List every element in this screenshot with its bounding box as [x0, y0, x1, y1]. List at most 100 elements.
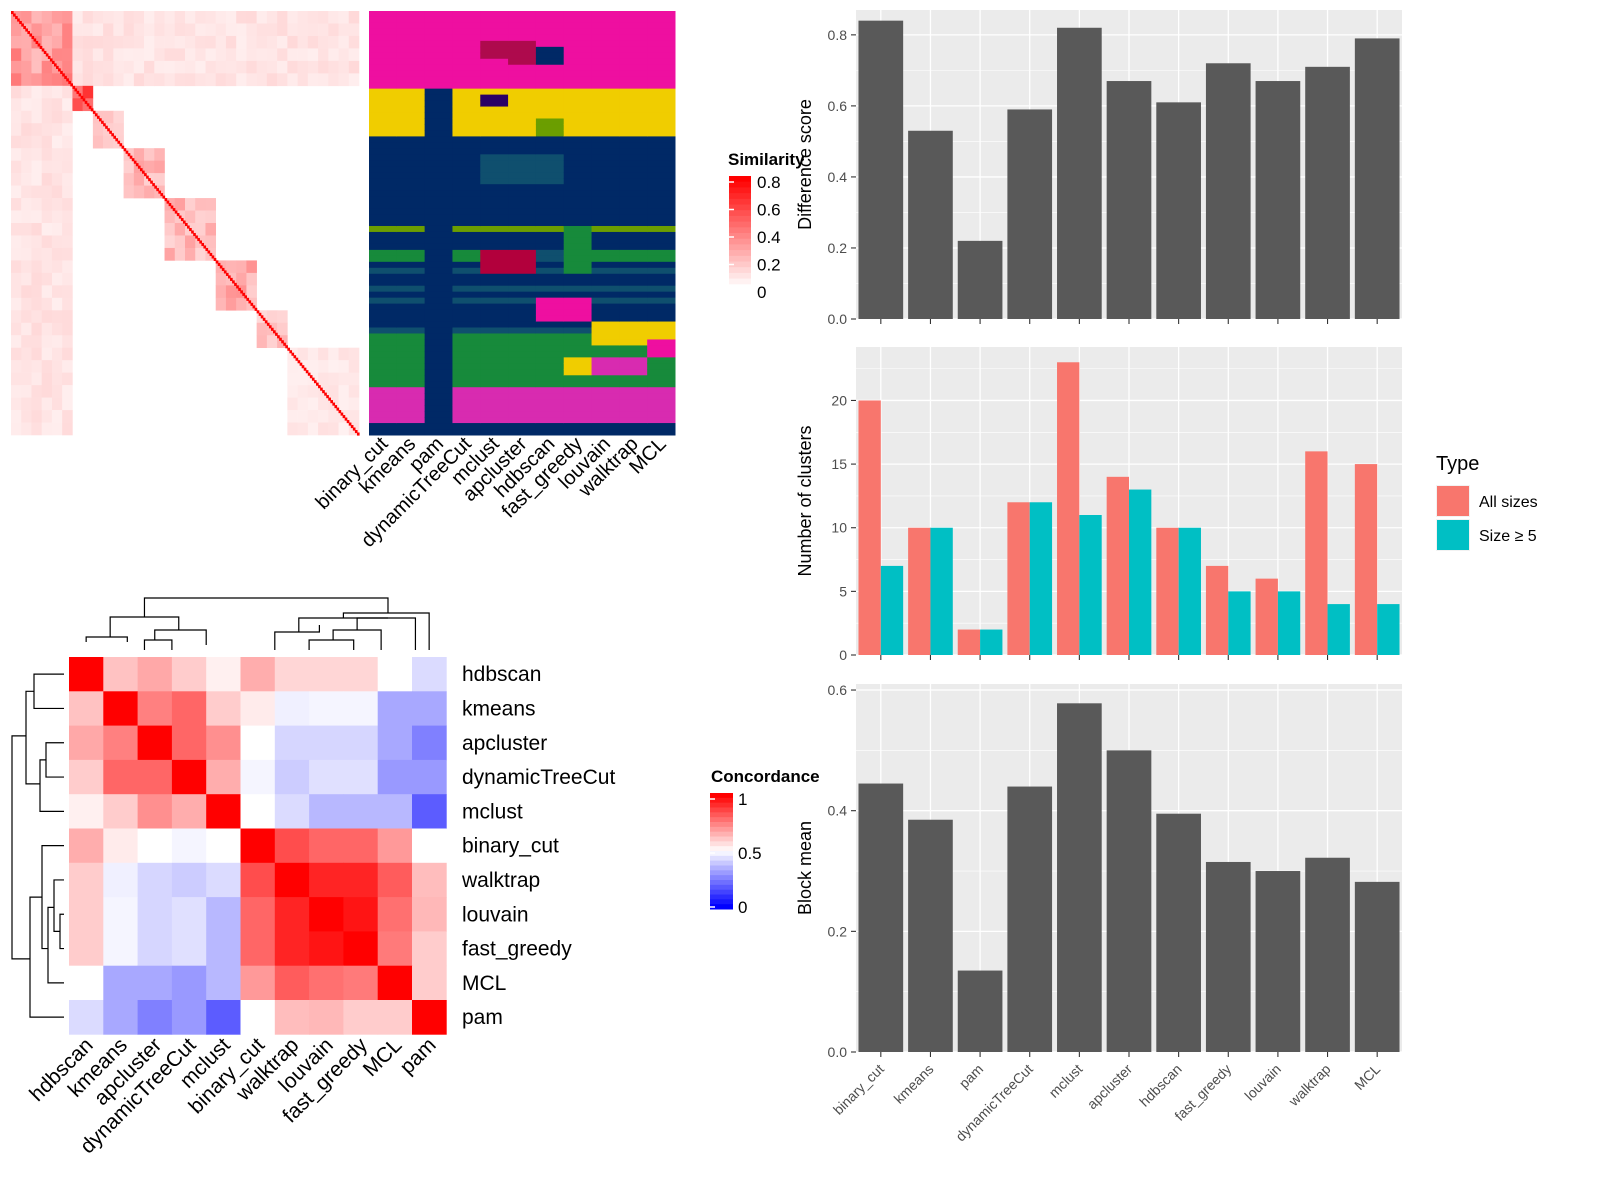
cluster-cell [369, 94, 398, 102]
similarity-diagonal-cell [311, 377, 315, 381]
cluster-cell [563, 405, 593, 412]
similarity-diagonal-cell [201, 242, 205, 247]
similarity-legend-swatch [729, 255, 751, 262]
similarity-cell [62, 422, 73, 436]
concordance-cell [412, 691, 447, 726]
similarity-diagonal-cell [207, 250, 211, 254]
similarity-cell [318, 11, 329, 24]
similarity-cell [51, 123, 63, 137]
cluster-cell [563, 303, 593, 311]
cluster-cell [563, 196, 593, 203]
cluster-cell [508, 369, 537, 376]
cluster-cell [480, 112, 509, 119]
cluster-cell [563, 345, 593, 352]
cluster-cell [508, 178, 537, 185]
cluster-cell [508, 136, 537, 143]
similarity-cell [41, 360, 53, 373]
cluster-cell [508, 142, 537, 149]
cluster-cell [508, 267, 537, 275]
cluster-cell [619, 261, 648, 269]
cluster-cell [452, 154, 481, 161]
similarity-cell [287, 60, 298, 74]
cluster-cell [591, 255, 620, 263]
similarity-cell [31, 297, 43, 311]
cluster-cell [591, 327, 620, 334]
cluster-cell [647, 94, 676, 102]
cluster-cell [508, 100, 537, 108]
similarity-cell [185, 210, 196, 224]
similarity-cell [62, 98, 73, 112]
similarity-cell [277, 322, 288, 336]
type-legend-key [1437, 486, 1469, 516]
similarity-diagonal-cell [127, 153, 131, 157]
similarity-cell [195, 210, 206, 224]
concordance-cell [171, 657, 207, 692]
cluster-cell [452, 40, 481, 48]
cluster-cell [591, 309, 620, 317]
similarity-cell [21, 335, 32, 349]
cluster-cell [563, 327, 593, 334]
concordance-legend-swatch [710, 817, 733, 823]
similarity-diagonal-cell [191, 230, 194, 234]
cluster-cell [424, 16, 453, 24]
cluster-cell [480, 196, 509, 203]
similarity-cell [51, 272, 63, 286]
cluster-cell [452, 303, 481, 311]
cluster-cell [480, 184, 509, 191]
similarity-legend-label: 0 [757, 283, 766, 302]
cluster-cell [563, 273, 593, 281]
cluster-cell [396, 315, 426, 323]
cluster-cell [619, 231, 648, 239]
cluster-cell [369, 76, 398, 84]
similarity-cell [11, 410, 22, 423]
concordance-cell [137, 759, 173, 795]
cluster-cell [647, 225, 676, 233]
cluster-cell [424, 387, 453, 394]
cluster-cell [424, 40, 453, 48]
similarity-cell [51, 260, 63, 274]
concordance-cell [206, 965, 241, 1001]
cluster-cell [396, 11, 426, 18]
similarity-diagonal-cell [25, 28, 28, 32]
y-tick-label: 5 [839, 583, 847, 599]
cluster-cell [563, 11, 593, 18]
cluster-cell [480, 327, 509, 334]
cluster-cell [396, 243, 426, 251]
cluster-cell [424, 28, 453, 36]
similarity-diagonal-cell [103, 123, 106, 127]
similarity-cell [174, 73, 186, 87]
cluster-cell [424, 106, 453, 114]
cluster-cell [563, 118, 593, 125]
row-dendrogram-branch [45, 742, 64, 778]
cluster-cell [369, 303, 398, 311]
cluster-cell [396, 196, 426, 203]
similarity-cell [11, 285, 22, 299]
cluster-cell [452, 351, 481, 358]
similarity-cell [225, 73, 237, 87]
cluster-cell [508, 214, 537, 221]
similarity-cell [11, 60, 22, 74]
cluster-cell [591, 178, 620, 185]
concordance-legend-swatch [710, 793, 733, 799]
cluster-cell [563, 46, 593, 54]
similarity-cell [205, 60, 217, 74]
cluster-cell [480, 70, 509, 78]
x-tick-label: mclust [1046, 1061, 1086, 1101]
cluster-cell [452, 357, 481, 364]
column-dendrogram-branch [298, 617, 388, 632]
similarity-cell [21, 385, 32, 398]
cluster-cell [619, 160, 648, 167]
concordance-cell [309, 931, 344, 967]
cluster-cell [396, 237, 426, 245]
cluster-cell [647, 70, 676, 78]
cluster-cell [424, 351, 453, 358]
cluster-cell [619, 273, 648, 281]
similarity-cell [11, 198, 22, 211]
cluster-cell [535, 40, 565, 48]
similarity-diagonal-cell [322, 390, 325, 394]
similarity-cell [174, 60, 186, 74]
similarity-diagonal-cell [131, 158, 135, 162]
cluster-cell [508, 58, 537, 66]
similarity-diagonal-cell [309, 375, 313, 379]
cluster-cell [508, 387, 537, 394]
